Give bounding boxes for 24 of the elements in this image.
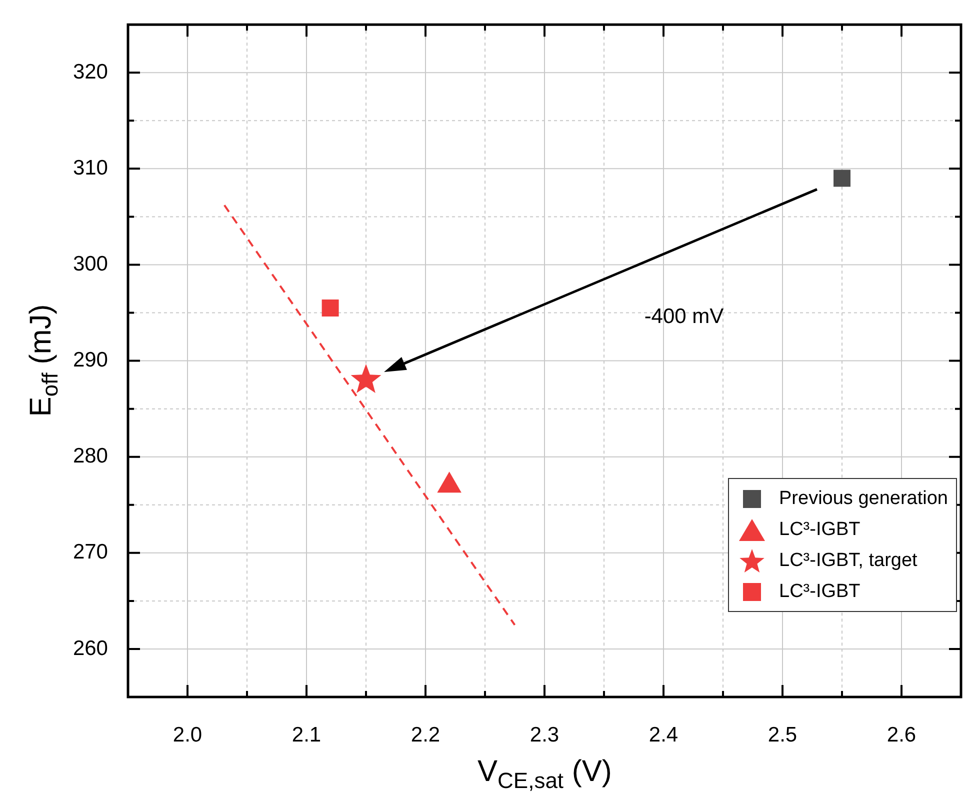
point	[437, 472, 462, 493]
x-axis-title: V$_{CE,sat}$ (V)	[478, 755, 612, 794]
y-tick-label: 290	[72, 348, 108, 372]
point	[322, 299, 339, 316]
x-tick-label: 2.4	[648, 723, 678, 746]
y-tick-label: 270	[72, 540, 108, 564]
legend-label: Previous generation	[779, 488, 948, 510]
x-tick-label: 2.3	[530, 723, 560, 746]
legend-label: LC³-IGBT	[779, 580, 860, 602]
y-tick-label: 280	[72, 444, 108, 468]
x-tick-label: 2.0	[172, 723, 202, 746]
legend-label: LC³-IGBT	[779, 518, 860, 540]
y-tick-label: 320	[72, 60, 108, 84]
y-tick-label: 310	[72, 156, 108, 180]
x-tick-label: 2.2	[410, 723, 440, 746]
y-tick-label: 260	[72, 636, 108, 660]
point	[350, 364, 382, 393]
x-tick-label: 2.6	[886, 723, 916, 746]
x-tick-label: 2.1	[292, 723, 322, 746]
annotation: -400 mV	[644, 304, 724, 328]
point	[834, 170, 850, 187]
y-tick-label: 300	[72, 252, 108, 276]
legend-label: LC³-IGBT, target	[779, 550, 918, 572]
x-tick-label: 2.5	[768, 723, 798, 746]
